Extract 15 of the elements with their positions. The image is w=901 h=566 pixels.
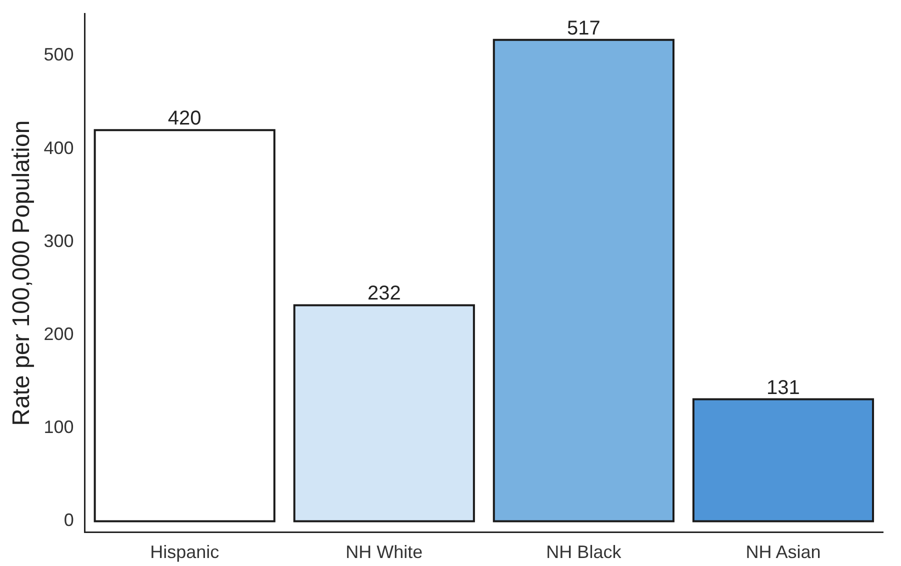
y-axis-title: Rate per 100,000 Population [8,120,36,426]
data-label: 131 [766,376,800,399]
y-tick-label: 0 [64,510,74,530]
data-label: 420 [168,108,202,130]
y-tick-label: 300 [44,230,74,251]
data-label: 517 [567,17,600,40]
data-label: 232 [367,282,401,305]
x-tick-label: NH Asian [746,542,821,562]
y-tick-label: 200 [44,324,74,344]
y-tick-label: 100 [44,417,74,438]
y-tick-label: 400 [44,138,74,158]
y-tick-label: 500 [44,44,74,65]
x-tick-label: NH Black [546,542,622,562]
x-tick-label: NH White [346,542,423,562]
x-tick-label: Hispanic [150,542,220,562]
